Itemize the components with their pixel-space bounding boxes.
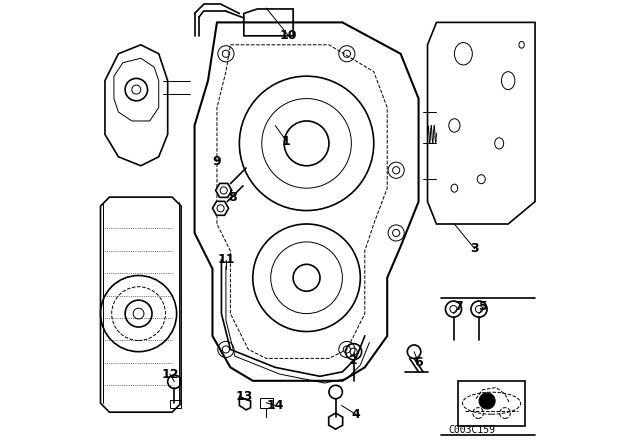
Text: 2: 2 <box>349 354 358 367</box>
Text: 11: 11 <box>217 253 235 267</box>
Bar <box>170 400 181 408</box>
Text: 3: 3 <box>470 242 479 255</box>
Text: 10: 10 <box>280 29 298 43</box>
Text: 12: 12 <box>161 367 179 381</box>
Text: 6: 6 <box>414 356 423 370</box>
Text: 9: 9 <box>212 155 221 168</box>
Circle shape <box>479 393 495 409</box>
Text: 13: 13 <box>235 390 253 403</box>
Bar <box>458 381 525 426</box>
Bar <box>260 398 273 408</box>
Text: 4: 4 <box>351 408 360 421</box>
Text: 1: 1 <box>282 134 291 148</box>
Text: 5: 5 <box>479 300 488 314</box>
Text: C003C159: C003C159 <box>449 425 496 435</box>
Text: 7: 7 <box>454 300 463 314</box>
Text: 8: 8 <box>228 190 237 204</box>
Text: 14: 14 <box>266 399 284 412</box>
